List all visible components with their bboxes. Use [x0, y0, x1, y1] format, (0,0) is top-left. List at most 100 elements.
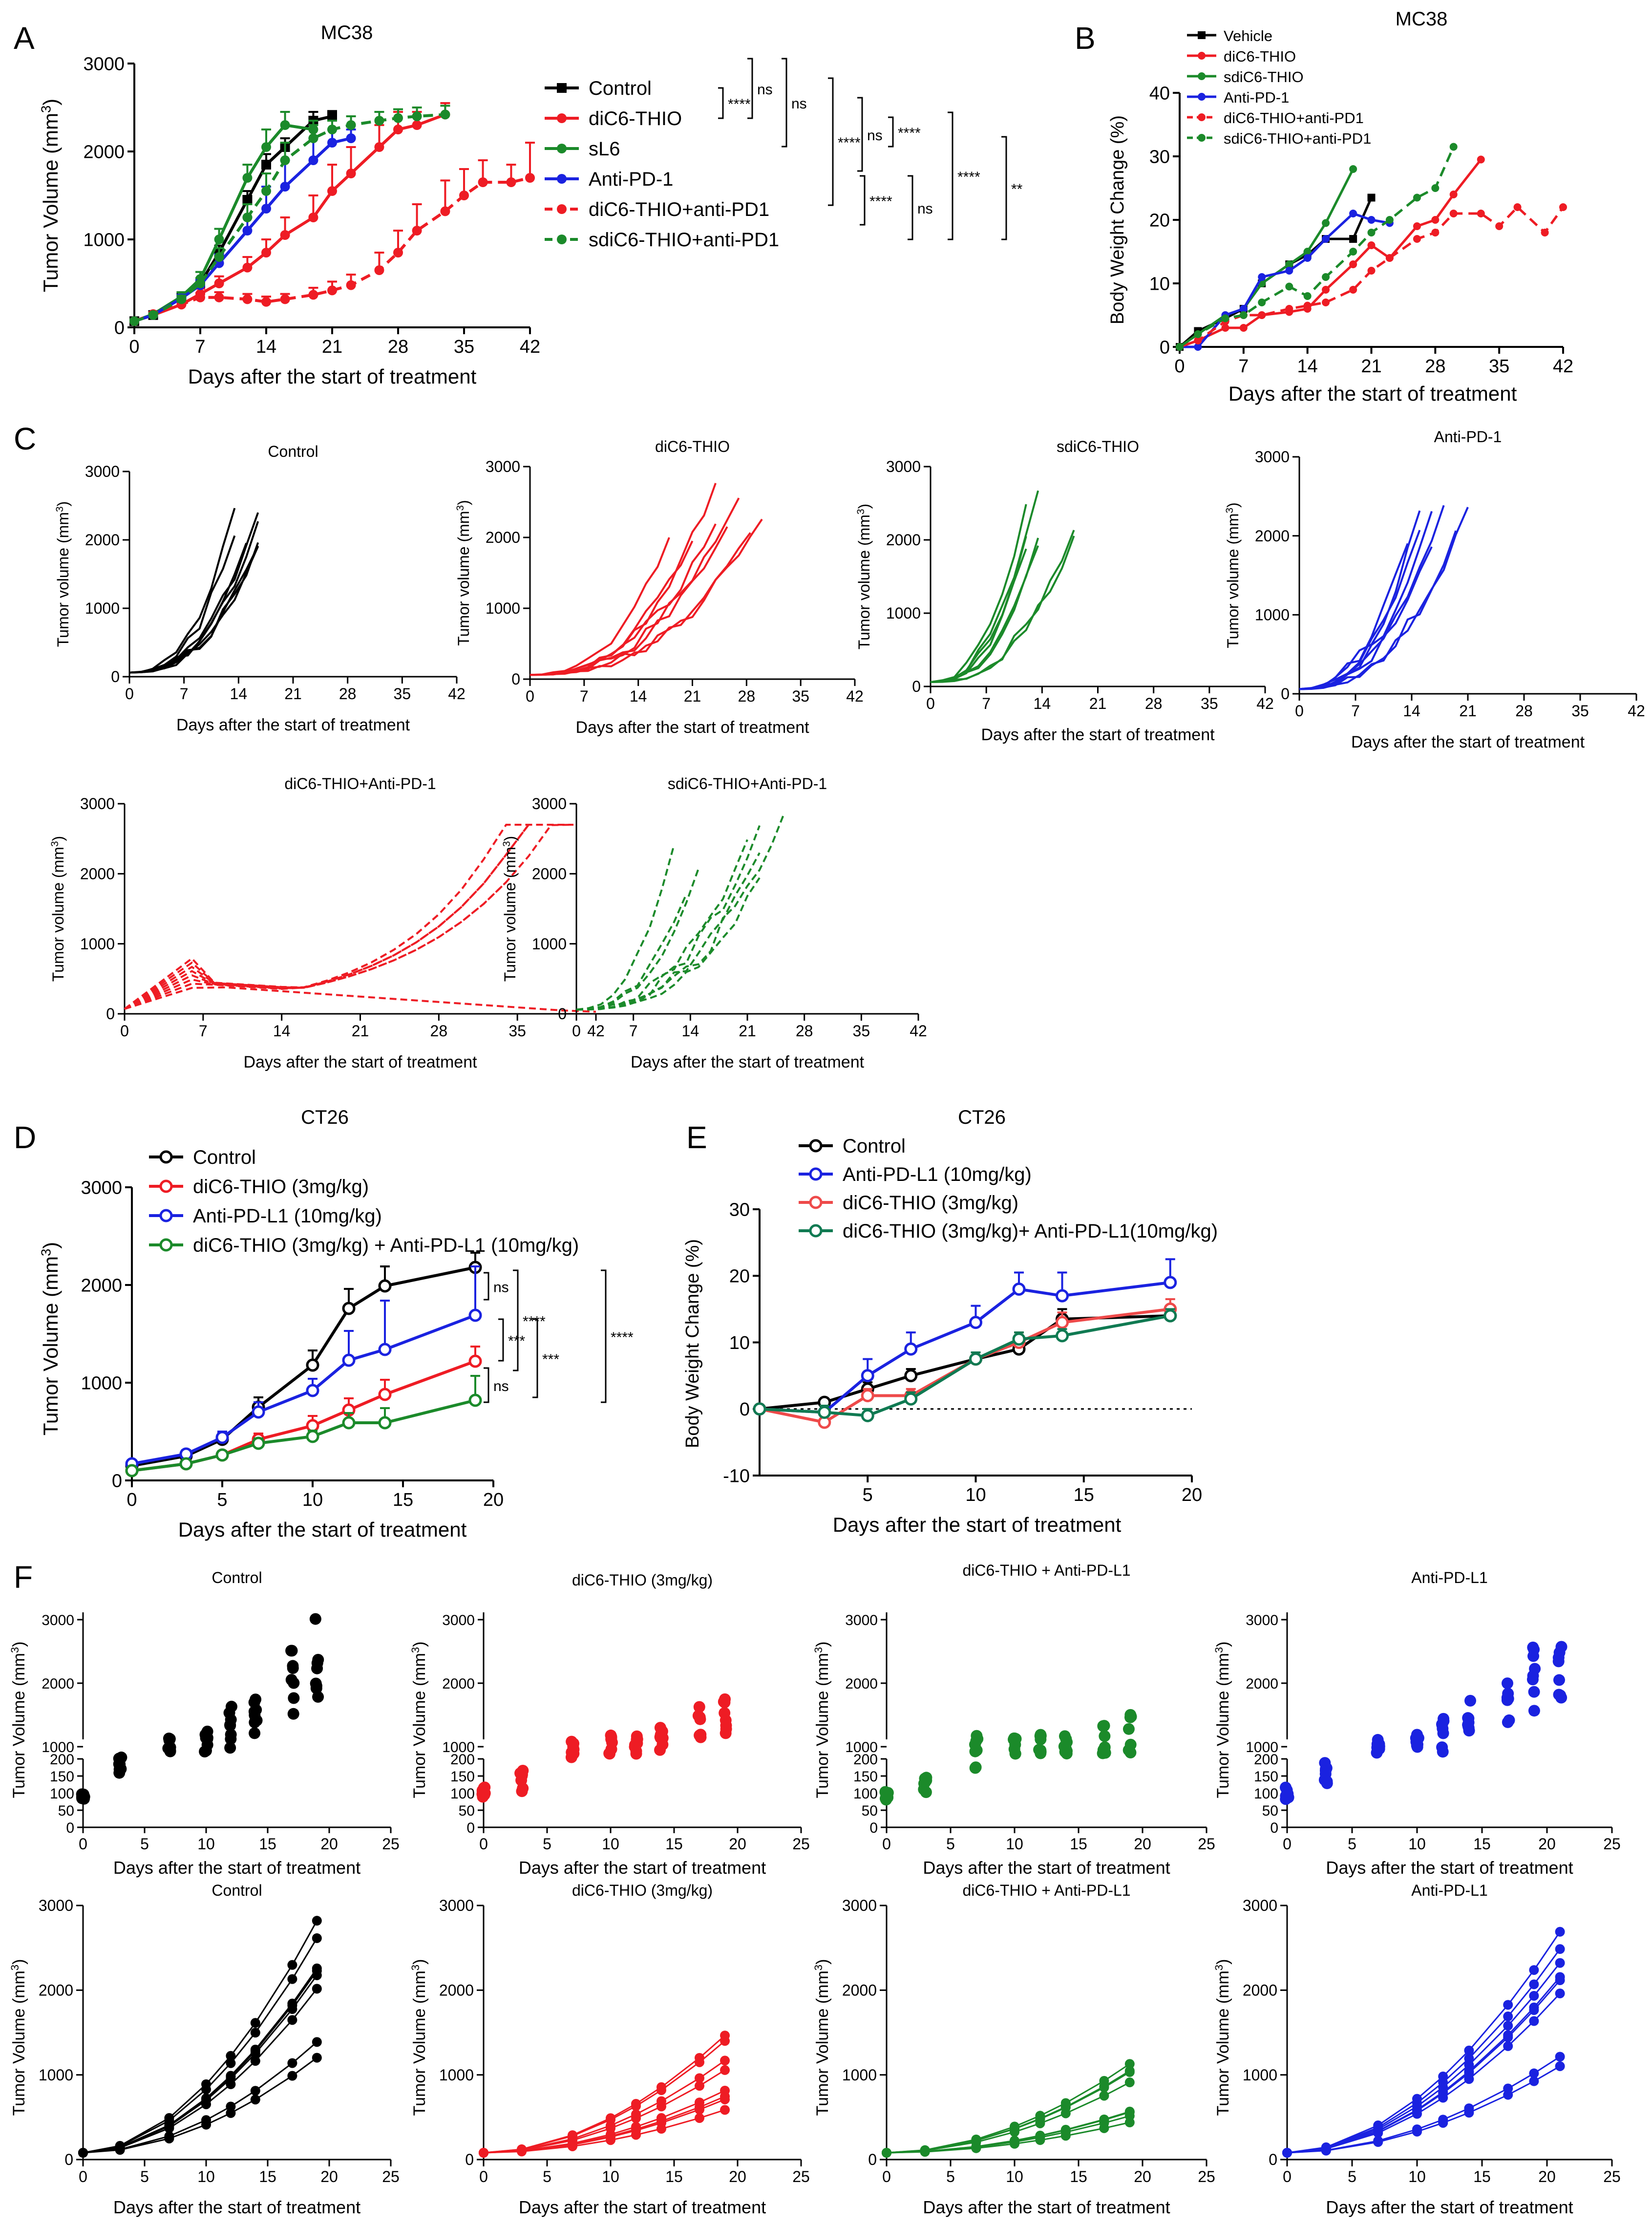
- data-point: [720, 2065, 730, 2075]
- y-tick-label: 0: [112, 1471, 122, 1491]
- data-point: [557, 235, 567, 244]
- x-tick-label: 42: [587, 1022, 605, 1040]
- significance-label: ****: [838, 135, 861, 151]
- significance-label: ns: [917, 201, 933, 217]
- data-point: [346, 133, 356, 143]
- significance-bracket: [888, 116, 894, 148]
- data-point: [1371, 1741, 1383, 1754]
- individual-curve: [83, 2057, 318, 2154]
- x-tick-label: 14: [256, 337, 276, 357]
- y-tick-label: 20: [1149, 210, 1170, 231]
- y-tick-label: 2000: [845, 1676, 878, 1692]
- data-point: [818, 1406, 831, 1419]
- data-point: [1124, 2059, 1135, 2069]
- x-tick-label: 10: [197, 2168, 215, 2185]
- series-anti-pd-l1-10mg-kg-: [125, 1265, 482, 1471]
- y-tick-label: 1000: [1246, 1739, 1278, 1755]
- y-tick-label: 0: [1269, 2151, 1277, 2168]
- x-tick-label: 7: [195, 337, 205, 357]
- panel-c-subtitle: diC6-THIO+Anti-PD-1: [284, 775, 436, 792]
- data-point: [1239, 305, 1248, 313]
- y-tick-label: 3000: [532, 795, 567, 813]
- y-tick-label: 3000: [83, 54, 125, 74]
- data-point: [557, 174, 567, 184]
- data-point: [1099, 2123, 1109, 2133]
- y-tick-label: 200: [450, 1752, 475, 1768]
- data-point: [1385, 216, 1394, 224]
- data-point: [904, 1342, 918, 1356]
- x-tick-label: 21: [1089, 695, 1107, 712]
- panel-c-axes-3: 0 7 14 21 28 35 42 0 1000 2000 3000: [1255, 448, 1645, 720]
- y-tick-label: 2000: [886, 531, 921, 549]
- panel-f-y-label: Tumor Volume (mm3): [1213, 1959, 1232, 2116]
- data-point: [252, 1436, 265, 1450]
- x-tick-label: 25: [382, 1835, 400, 1853]
- y-tick-label: 1000: [886, 604, 921, 622]
- data-point: [226, 2051, 236, 2061]
- data-point: [288, 1692, 300, 1704]
- y-tick-label: 10: [1149, 274, 1170, 294]
- data-point: [1285, 282, 1293, 291]
- individual-curve: [576, 844, 675, 1011]
- x-tick-label: 0: [129, 337, 139, 357]
- y-tick-label: 1000: [39, 2066, 73, 2084]
- data-point: [1124, 1747, 1137, 1759]
- panel-f-subtitle: Anti-PD-L1: [1411, 1882, 1488, 1899]
- individual-curve: [83, 1920, 318, 2154]
- panel-f-x-label: Days after the start of treatment: [113, 1858, 360, 1878]
- data-point: [1385, 254, 1394, 262]
- panel-f-x-label: Days after the start of treatment: [923, 2197, 1170, 2217]
- y-tick-label: 2000: [1255, 527, 1290, 545]
- y-tick-label: 2000: [85, 531, 120, 549]
- data-point: [378, 1388, 392, 1401]
- data-point: [312, 1916, 322, 1926]
- x-tick-label: 35: [1571, 702, 1589, 720]
- data-point: [1411, 1741, 1423, 1753]
- data-point: [1349, 248, 1357, 256]
- x-tick-label: 21: [322, 337, 342, 357]
- y-tick-label: 0: [111, 668, 120, 685]
- panel-d-axes: 0 5 10 15 20 0 1000 2000 3000: [81, 1177, 504, 1510]
- panel-c-subtitle: diC6-THIO: [655, 438, 730, 455]
- y-tick-label: 0: [868, 2151, 877, 2168]
- individual-curve: [1299, 507, 1469, 690]
- panel-f-x-label: Days after the start of treatment: [519, 1858, 766, 1878]
- x-tick-label: 10: [1006, 2168, 1023, 2185]
- y-tick-label: 50: [459, 1803, 475, 1819]
- y-tick-label: 1000: [845, 1739, 878, 1755]
- individual-curve: [930, 530, 1075, 683]
- y-tick-label: 1000: [442, 1739, 475, 1755]
- x-tick-label: 35: [508, 1022, 526, 1040]
- significance-label: ***: [508, 1333, 525, 1349]
- data-point: [224, 1719, 236, 1731]
- data-point: [115, 2142, 125, 2153]
- data-point: [312, 1970, 322, 1980]
- significance-bracket: [908, 175, 913, 240]
- data-point: [477, 1791, 489, 1803]
- data-point: [657, 2116, 666, 2126]
- x-tick-label: 42: [910, 1022, 927, 1040]
- data-point: [412, 226, 422, 235]
- data-point: [310, 1677, 322, 1690]
- significance-label: ns: [867, 128, 883, 144]
- data-point: [1198, 52, 1206, 60]
- panel-e-x-label: Days after the start of treatment: [833, 1513, 1122, 1536]
- data-point: [287, 1708, 299, 1720]
- legend-label: Vehicle: [1224, 27, 1272, 44]
- data-point: [1449, 143, 1458, 151]
- x-tick-label: 42: [448, 685, 466, 703]
- individual-curve: [83, 1938, 318, 2154]
- data-point: [631, 2124, 641, 2134]
- data-point: [215, 1431, 229, 1444]
- y-tick-label: 1000: [439, 2066, 474, 2084]
- individual-curve: [886, 2070, 1130, 2154]
- data-point: [412, 111, 422, 121]
- x-tick-label: 42: [846, 687, 864, 705]
- y-tick-label: 3000: [39, 1897, 73, 1914]
- panel-f-x-label: Days after the start of treatment: [519, 2197, 766, 2217]
- x-tick-label: 15: [1070, 1835, 1087, 1853]
- series-line: [759, 1281, 1171, 1414]
- x-tick-label: 21: [284, 685, 302, 703]
- panel-c-y-label: Tumor volume (mm3): [49, 836, 67, 982]
- data-point: [214, 235, 224, 244]
